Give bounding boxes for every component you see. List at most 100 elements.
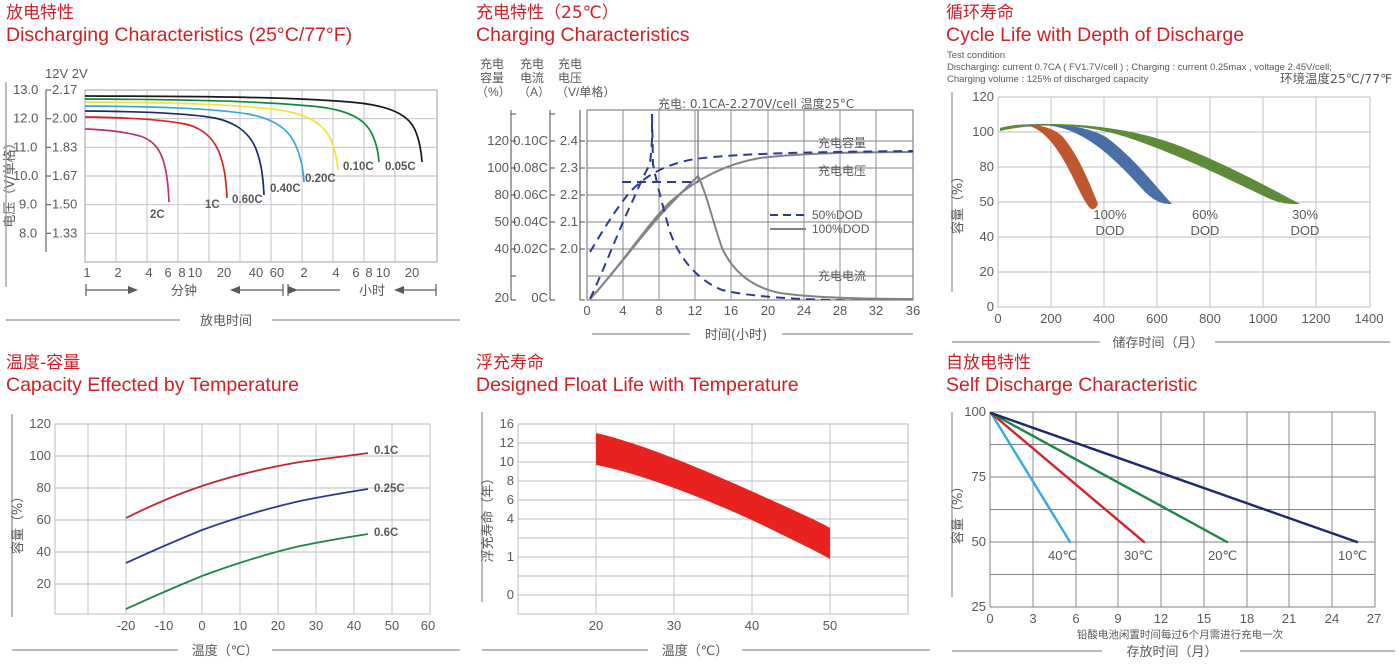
x-axis-title: 温度（℃） bbox=[662, 643, 729, 659]
panel-title-en: Cycle Life with Depth of Discharge bbox=[946, 24, 1245, 46]
curve-label-40c: 40℃ bbox=[1048, 548, 1077, 563]
curve-label-01c: 0.1C bbox=[374, 445, 398, 457]
curve-label-060c: 0.60C bbox=[232, 194, 263, 206]
svg-text:25: 25 bbox=[972, 599, 986, 614]
curve-20c bbox=[990, 412, 1229, 544]
x-axis-ticks: -20 -10 0 10 20 30 40 50 60 bbox=[117, 618, 436, 633]
axis-voltage-rule bbox=[579, 110, 585, 301]
y-axis-title: 容量（%） bbox=[10, 490, 26, 554]
svg-text:100: 100 bbox=[487, 160, 509, 175]
svg-text:40: 40 bbox=[495, 241, 509, 256]
curve-label-2c: 2C bbox=[150, 209, 165, 221]
svg-text:13.0: 13.0 bbox=[13, 82, 38, 97]
x-axis-title: 储存时间（月） bbox=[1112, 336, 1203, 351]
hdr-current-l2: 电流 bbox=[520, 71, 544, 85]
svg-text:0.02C: 0.02C bbox=[513, 241, 548, 256]
curve-label-1c: 1C bbox=[205, 199, 220, 211]
svg-text:9: 9 bbox=[1114, 611, 1121, 626]
annotation-charge-voltage: 充电电压 bbox=[818, 163, 866, 178]
self-discharge-curves bbox=[990, 412, 1359, 544]
label-100-dod-text: DOD bbox=[1096, 223, 1125, 238]
svg-text:9.0: 9.0 bbox=[19, 197, 37, 212]
band-100-dod bbox=[1000, 124, 1098, 210]
svg-text:10: 10 bbox=[376, 265, 390, 280]
svg-text:20: 20 bbox=[37, 576, 51, 591]
svg-text:6: 6 bbox=[507, 492, 514, 507]
svg-text:12: 12 bbox=[688, 303, 702, 318]
svg-text:16: 16 bbox=[500, 416, 514, 431]
svg-text:0.08C: 0.08C bbox=[513, 160, 548, 175]
svg-text:0: 0 bbox=[987, 299, 994, 314]
svg-text:0C: 0C bbox=[531, 290, 548, 305]
x-axis-title: 存放时间（月） bbox=[1126, 645, 1217, 660]
curve-2c bbox=[85, 128, 170, 203]
svg-text:6: 6 bbox=[164, 265, 171, 280]
svg-text:20: 20 bbox=[761, 303, 775, 318]
svg-text:80: 80 bbox=[37, 480, 51, 495]
axis-corner-label: 12V 2V bbox=[45, 66, 88, 81]
svg-text:24: 24 bbox=[1325, 611, 1339, 626]
panel-capacity-effected-by-temperature: 温度-容量 Capacity Effected by Temperature bbox=[0, 350, 470, 669]
svg-text:600: 600 bbox=[1146, 311, 1168, 326]
hdr-capacity-l2: 容量 bbox=[480, 70, 504, 85]
charging-chart: 充电 容量 （%） 充电 电流 （A） 充电 电压 （V/单格） 充电: 0.1… bbox=[476, 56, 920, 343]
curve-100dod-voltage bbox=[589, 175, 699, 300]
discharging-chart: 12V 2V 13.0 12.0 11.0 10.0 9.0 8.0 2.17 … bbox=[2, 66, 460, 329]
svg-text:50: 50 bbox=[495, 214, 509, 229]
panel-title-cn: 自放电特性 bbox=[946, 353, 1031, 373]
y-axis-12v: 13.0 12.0 11.0 10.0 9.0 8.0 bbox=[13, 82, 38, 240]
svg-text:4: 4 bbox=[507, 511, 514, 526]
svg-text:8: 8 bbox=[178, 265, 185, 280]
svg-text:20: 20 bbox=[405, 265, 419, 280]
svg-text:60: 60 bbox=[270, 265, 284, 280]
plot-frame bbox=[586, 109, 914, 301]
svg-text:80: 80 bbox=[495, 187, 509, 202]
svg-text:12: 12 bbox=[500, 435, 514, 450]
x-span-arrows bbox=[128, 286, 404, 294]
grid-lines bbox=[55, 424, 430, 614]
svg-text:75: 75 bbox=[972, 469, 986, 484]
svg-text:50: 50 bbox=[972, 534, 986, 549]
discharge-curves bbox=[85, 95, 423, 203]
svg-text:60: 60 bbox=[421, 618, 435, 633]
svg-text:1: 1 bbox=[507, 549, 514, 564]
svg-text:11.0: 11.0 bbox=[13, 139, 37, 154]
curve-025c bbox=[125, 488, 369, 564]
curve-label-10c: 10℃ bbox=[1338, 548, 1367, 563]
svg-text:27: 27 bbox=[1367, 611, 1381, 626]
y-tick-marks bbox=[45, 89, 51, 252]
label-60-dod-text: DOD bbox=[1191, 223, 1220, 238]
x-axis-ticks: 0 3 6 9 12 15 18 21 24 27 bbox=[986, 611, 1381, 626]
svg-text:4: 4 bbox=[619, 303, 626, 318]
curve-06c bbox=[125, 533, 369, 610]
curve-label-025c: 0.25C bbox=[374, 483, 405, 495]
svg-text:0.06C: 0.06C bbox=[513, 187, 548, 202]
y-axis-ticks: 120 100 80 50 40 20 0 bbox=[972, 89, 994, 314]
panel-charging-characteristics: 充电特性（25℃） Charging Characteristics 充电 容量… bbox=[470, 0, 940, 350]
svg-text:12: 12 bbox=[1154, 611, 1168, 626]
axis-header-labels: 充电 容量 （%） 充电 电流 （A） 充电 电压 （V/单格） bbox=[476, 56, 615, 99]
svg-text:120: 120 bbox=[972, 89, 994, 104]
axis-current-ticks: 0.10C 0.08C 0.06C 0.04C 0.02C 0C bbox=[513, 133, 548, 305]
axis-voltage-ticks: 2.4 2.3 2.2 2.1 2.0 bbox=[560, 133, 578, 256]
svg-text:50: 50 bbox=[823, 618, 837, 633]
svg-text:2.3: 2.3 bbox=[560, 160, 578, 175]
svg-text:1.67: 1.67 bbox=[52, 168, 77, 183]
float-life-chart: 16 12 10 8 6 4 1 0 浮充寿命（年） 20 30 40 50 bbox=[480, 412, 930, 659]
test-condition-heading: Test condition bbox=[947, 50, 1006, 61]
curve-label-06c: 0.6C bbox=[374, 527, 398, 539]
svg-text:120: 120 bbox=[487, 133, 509, 148]
hdr-current-l1: 充电 bbox=[520, 56, 544, 71]
svg-text:4: 4 bbox=[145, 265, 152, 280]
svg-text:20: 20 bbox=[589, 618, 603, 633]
self-discharge-note: 铅酸电池闲置时间每过6个月需进行充电一次 bbox=[1077, 628, 1284, 641]
svg-text:-10: -10 bbox=[155, 618, 174, 633]
curve-005c bbox=[85, 95, 423, 163]
svg-text:8.0: 8.0 bbox=[19, 225, 37, 240]
curve-label-30c: 30℃ bbox=[1124, 548, 1153, 563]
curve-020c bbox=[85, 101, 339, 171]
legend-label-100dod: 100%DOD bbox=[812, 222, 870, 236]
x-band-label-minutes: 分钟 bbox=[171, 283, 197, 299]
y-axis-title: 电压（V/单格） bbox=[2, 136, 18, 227]
band-30-dod bbox=[1000, 123, 1300, 205]
